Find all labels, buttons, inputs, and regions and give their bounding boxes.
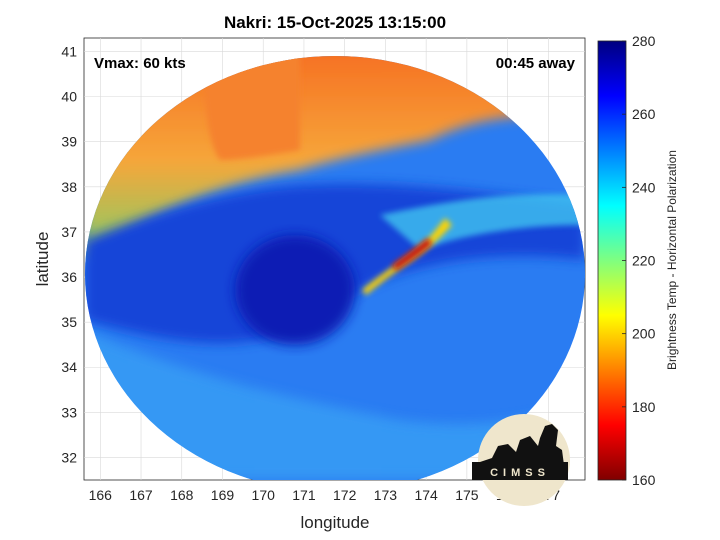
x-axis-label: longitude — [300, 513, 369, 532]
colorbar-tick-label: 160 — [632, 472, 656, 488]
time-away-annotation: 00:45 away — [496, 55, 576, 72]
y-tick-label: 36 — [61, 269, 77, 285]
cold-core — [235, 235, 355, 345]
y-tick-label: 39 — [61, 134, 77, 150]
vmax-annotation: Vmax: 60 kts — [94, 55, 186, 72]
colorbar-ticks: 160 180 200 220 240 260 280 — [622, 33, 656, 488]
y-tick-label: 33 — [61, 404, 77, 420]
colorbar: 160 180 200 220 240 260 280 Brightness Temp - … — [597, 33, 679, 488]
x-tick-label: 174 — [414, 487, 438, 503]
y-tick-label: 41 — [61, 44, 77, 60]
y-tick-label: 37 — [61, 224, 77, 240]
x-tick-label: 171 — [292, 487, 316, 503]
cimss-logo: CIMSS — [472, 414, 570, 506]
colorbar-tick-label: 200 — [632, 326, 656, 342]
brightness-swath — [85, 56, 585, 480]
x-tick-label: 167 — [129, 487, 153, 503]
colorbar-label: Brightness Temp - Horizontal Polarizatio… — [665, 150, 679, 370]
x-tick-label: 170 — [252, 487, 276, 503]
hot-spot — [392, 238, 432, 270]
y-tick-label: 38 — [61, 179, 77, 195]
y-tick-labels: 32 33 34 35 36 37 38 39 40 41 — [61, 44, 77, 466]
x-tick-label: 175 — [455, 487, 479, 503]
y-tick-label: 34 — [61, 359, 77, 375]
colorbar-gradient — [597, 40, 627, 481]
x-tick-label: 172 — [333, 487, 357, 503]
lower-swath — [85, 330, 585, 480]
y-tick-label: 32 — [61, 449, 77, 465]
colorbar-tick-label: 280 — [632, 33, 656, 49]
x-tick-label: 166 — [89, 487, 113, 503]
x-tick-label: 169 — [211, 487, 235, 503]
colorbar-tick-label: 240 — [632, 179, 656, 195]
chart-title: Nakri: 15-Oct-2025 13:15:00 — [224, 13, 446, 32]
colorbar-tick-label: 220 — [632, 253, 656, 269]
x-tick-label: 173 — [374, 487, 398, 503]
colorbar-tick-label: 260 — [632, 106, 656, 122]
x-tick-label: 168 — [170, 487, 194, 503]
y-axis-label: latitude — [33, 232, 52, 287]
y-tick-label: 40 — [61, 89, 77, 105]
logo-band — [472, 462, 568, 480]
logo-text: CIMSS — [490, 467, 550, 479]
colorbar-tick-label: 180 — [632, 399, 656, 415]
y-tick-label: 35 — [61, 314, 77, 330]
